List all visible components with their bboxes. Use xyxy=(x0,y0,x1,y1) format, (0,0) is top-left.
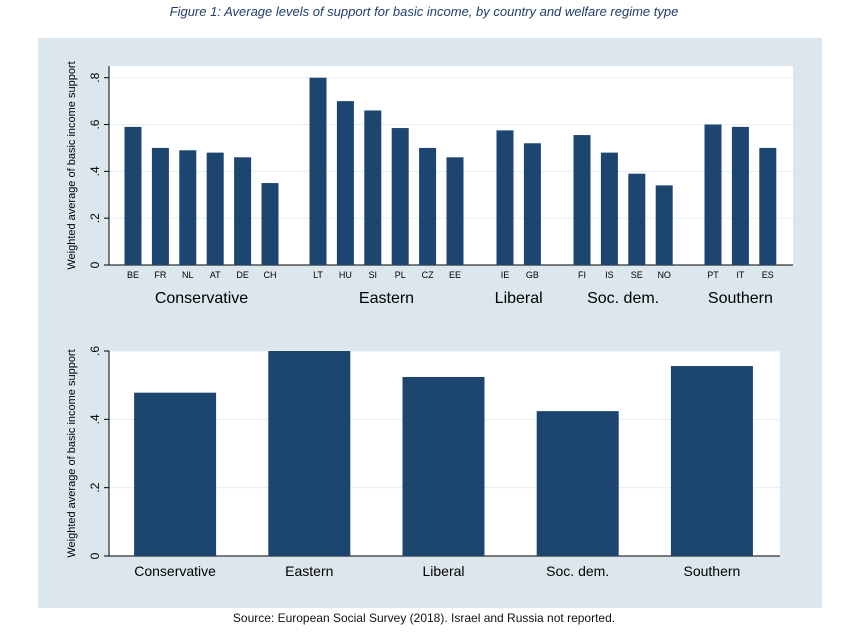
group-label: Conservative xyxy=(155,290,248,307)
bar xyxy=(391,128,409,265)
bar xyxy=(206,152,224,265)
x-tick-label: IS xyxy=(605,270,614,280)
group-label: Southern xyxy=(708,290,773,307)
x-tick-label: Conservative xyxy=(134,563,216,579)
x-tick-label: ES xyxy=(762,270,774,280)
y-tick-label: .2 xyxy=(88,213,102,223)
y-tick-label: 0 xyxy=(88,552,102,559)
y-axis-label: Weighted average of basic income support xyxy=(66,349,78,557)
y-tick-label: .2 xyxy=(88,482,102,492)
x-tick-label: NO xyxy=(657,270,671,280)
bar xyxy=(419,147,437,265)
x-tick-label: EE xyxy=(449,270,461,280)
x-tick-label: IE xyxy=(501,270,510,280)
x-tick-label: BE xyxy=(127,270,139,280)
x-tick-label: DE xyxy=(236,270,249,280)
bar xyxy=(759,147,777,265)
x-tick-label: PT xyxy=(707,270,719,280)
country-bar-chart: 0 .2 .4 .6 .8 Weighted average of basic incom… xyxy=(66,61,793,307)
bar xyxy=(731,126,749,265)
bar xyxy=(704,124,722,265)
bar xyxy=(151,147,169,265)
x-tick-label: CH xyxy=(264,270,277,280)
x-tick-label: Soc. dem. xyxy=(546,563,609,579)
group-label: Eastern xyxy=(359,290,414,307)
bar xyxy=(268,351,351,556)
x-tick-label: Southern xyxy=(683,563,740,579)
regime-bar-chart: 0 .2 .4 .6 Weighted average of basic income … xyxy=(66,346,780,579)
y-tick-label: .6 xyxy=(88,346,102,356)
bar xyxy=(234,157,252,265)
bar xyxy=(124,126,142,265)
y-tick-label: .4 xyxy=(88,414,102,424)
bar xyxy=(496,130,514,265)
bar xyxy=(628,173,646,265)
bar xyxy=(536,411,619,556)
y-axis-label: Weighted average of basic income support xyxy=(66,61,78,269)
bar xyxy=(600,152,618,265)
bar xyxy=(523,143,541,265)
x-tick-label: HU xyxy=(339,270,352,280)
x-tick-label: CZ xyxy=(422,270,434,280)
figure-caption: Figure 1: Average levels of support for … xyxy=(169,4,679,19)
bar xyxy=(402,376,485,556)
group-label: Liberal xyxy=(495,290,543,307)
bar xyxy=(179,150,197,265)
bar xyxy=(309,77,327,265)
x-tick-label: FI xyxy=(578,270,586,280)
x-tick-label: Eastern xyxy=(285,563,333,579)
x-tick-label: GB xyxy=(526,270,539,280)
x-tick-label: LT xyxy=(313,270,323,280)
bar xyxy=(573,135,591,265)
x-tick-label: SI xyxy=(369,270,378,280)
bar xyxy=(655,185,673,265)
x-tick-label: SE xyxy=(631,270,643,280)
x-tick-label: NL xyxy=(182,270,194,280)
bar xyxy=(670,366,753,556)
y-tick-label: .4 xyxy=(88,166,102,176)
y-tick-label: 0 xyxy=(88,261,102,268)
group-label: Soc. dem. xyxy=(587,290,659,307)
x-tick-label: Liberal xyxy=(422,563,464,579)
bar xyxy=(364,110,382,265)
bar xyxy=(446,157,464,265)
x-tick-label: PL xyxy=(395,270,406,280)
chart-svg: 0 .2 .4 .6 .8 Weighted average of basic incom… xyxy=(66,61,793,579)
x-tick-label: FR xyxy=(154,270,166,280)
y-tick-label: .8 xyxy=(88,72,102,82)
x-tick-label: AT xyxy=(210,270,221,280)
bar xyxy=(134,392,217,556)
bar xyxy=(261,183,279,265)
x-tick-label: IT xyxy=(736,270,745,280)
bar xyxy=(336,101,354,265)
y-tick-label: .6 xyxy=(88,119,102,129)
chart-panel: 0 .2 .4 .6 .8 Weighted average of basic incom… xyxy=(38,38,822,608)
source-note: Source: European Social Survey (2018). I… xyxy=(232,611,616,625)
